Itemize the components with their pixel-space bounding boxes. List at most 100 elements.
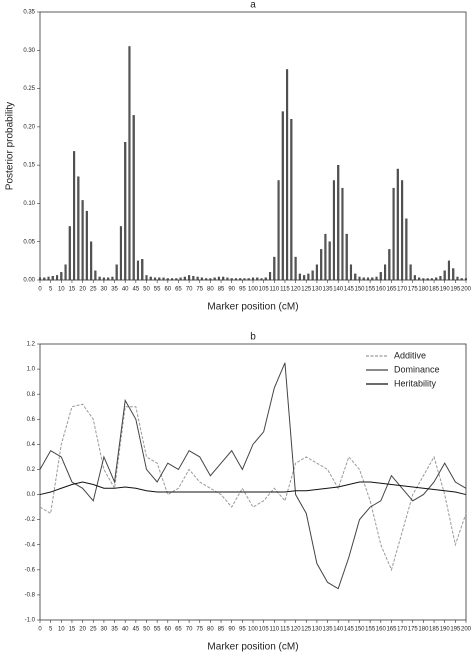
bar [341,187,344,281]
bar [158,277,161,281]
bar [422,278,425,281]
x-tick-label: 85 [218,627,225,633]
x-tick-label: 110 [270,627,280,633]
bar [183,276,186,281]
bar [162,277,165,281]
bar [73,151,76,281]
x-tick-label: 90 [228,627,235,633]
y-tick-label: 0.15 [23,163,35,169]
x-tick-label: 165 [386,627,397,633]
x-axis-label: Marker position (cM) [207,302,298,313]
x-tick-label: 50 [143,627,150,633]
y-tick-label: -0.6 [25,567,36,573]
bar [349,264,353,281]
x-tick-label: 125 [301,627,312,633]
x-tick-label: 180 [418,627,429,633]
bar [247,278,250,281]
y-tick-label: 0.0 [27,492,36,498]
x-tick-label: 70 [186,627,193,633]
bar [260,278,263,281]
x-tick-label: 125 [301,287,312,293]
bar [243,278,246,281]
bar [175,278,178,281]
x-tick-label: 95 [239,287,246,293]
bar [307,273,310,281]
x-tick-label: 185 [429,627,440,633]
x-tick-label: 70 [186,287,193,293]
bar [51,276,54,281]
bar [320,249,323,281]
bar [332,180,335,281]
x-tick-label: 75 [196,287,203,293]
bar [171,278,174,281]
bar [384,264,387,281]
y-tick-label: 0.00 [23,278,35,284]
x-tick-label: 35 [111,627,118,633]
bar [290,119,293,281]
y-tick-label: 0.35 [23,10,35,16]
y-tick-label: 0.4 [27,442,36,448]
x-tick-label: 30 [101,287,108,293]
bar [85,210,88,281]
bar [460,278,463,281]
x-tick-label: 160 [376,627,387,633]
x-tick-label: 75 [196,627,203,633]
bar [251,277,255,281]
x-tick-label: 110 [270,287,280,293]
x-tick-label: 175 [408,627,419,633]
bar [375,276,378,281]
bar [55,275,59,281]
bar [188,275,191,281]
x-tick-label: 15 [69,287,76,293]
x-tick-label: 115 [280,627,290,633]
x-tick-label: 60 [164,627,171,633]
x-tick-label: 160 [376,287,387,293]
bar [354,273,357,281]
y-tick-label: -0.4 [25,542,36,548]
y-tick-label: 1.2 [27,342,36,348]
y-axis-label: Posterior probability [5,102,16,190]
y-tick-label: -0.8 [25,592,36,598]
bar [430,278,433,281]
legend-label: Dominance [394,364,440,374]
x-tick-label: 25 [90,287,97,293]
x-tick-label: 190 [440,287,451,293]
bar [447,260,451,281]
x-tick-label: 130 [312,287,323,293]
y-tick-label: -0.2 [25,517,36,523]
y-tick-label: 0.25 [23,86,35,92]
bar [153,277,157,281]
bar [102,277,105,281]
bar [324,233,327,281]
bar [366,277,370,281]
x-tick-label: 55 [154,287,161,293]
x-tick-label: 145 [344,287,355,293]
chart-title: a [250,0,256,11]
legend-label: Additive [394,350,426,360]
bar [256,277,259,281]
bar [435,277,438,281]
bar [43,277,46,281]
bar [136,260,140,281]
series-line [39,481,467,496]
x-tick-label: 115 [280,287,290,293]
bar [111,276,114,281]
bar [124,142,127,281]
bar [281,111,284,281]
bar [68,226,71,281]
x-tick-label: 90 [228,287,235,293]
x-tick-label: 45 [133,287,140,293]
bar [311,270,314,281]
bar [418,277,421,281]
series-line [39,403,467,572]
bar [132,115,135,281]
x-tick-label: 60 [164,287,171,293]
legend-label: Heritability [394,378,437,388]
x-tick-label: 35 [111,287,118,293]
bar [141,259,144,281]
bar [379,272,382,281]
bar [60,272,63,281]
x-tick-label: 80 [207,627,214,633]
bar [98,276,101,281]
x-tick-label: 140 [333,287,344,293]
